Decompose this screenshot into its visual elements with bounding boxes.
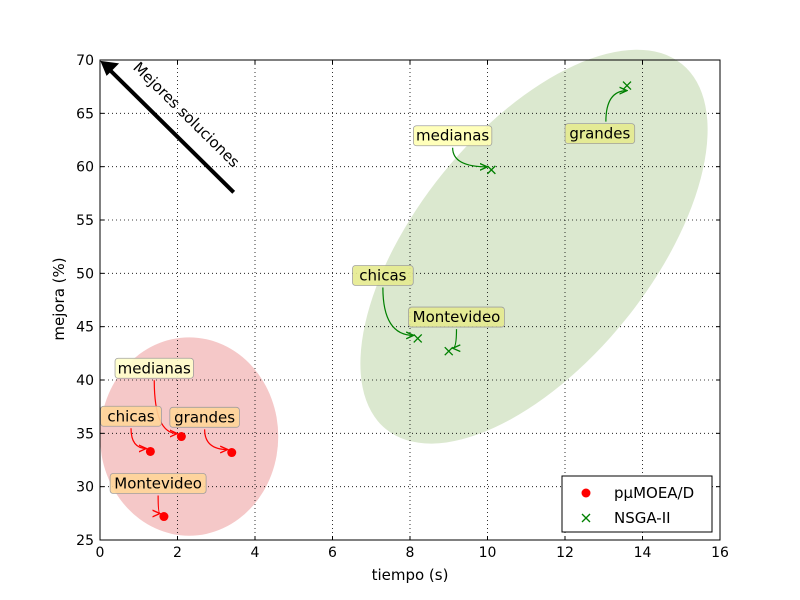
point-s0-1 [176,432,186,442]
label-arrow-1 [130,428,146,448]
y-axis-label: mejora (%) [50,257,68,340]
point-x-stroke-b [622,81,632,91]
legend-label-1: NSGA-II [614,509,671,527]
label-arrow-4 [158,495,160,513]
point-s0-3 [159,512,169,522]
legend-label-0: pμMOEA/D [614,484,694,502]
label-text-3: grandes [174,408,235,426]
label-box-3 [169,406,240,428]
y-tick-label: 60 [76,160,94,176]
label-text-7: grandes [569,125,630,143]
x-tick-label: 14 [634,545,652,561]
best-arrow-head [100,60,120,76]
best-solutions-annotation: Mejores soluciones [100,58,243,194]
point-x-stroke-b [413,333,423,343]
y-tick-label: 45 [76,320,94,336]
x-tick-label: 2 [173,545,182,561]
legend-x-b [581,513,591,523]
label-arrow-7 [605,91,627,122]
x-tick-label: 0 [96,545,105,561]
x-axis-label: tiempo (s) [372,566,449,584]
label-box-8 [408,306,505,328]
region-ellipse-2 [360,49,708,444]
label-box-5 [352,265,414,286]
y-tick-label: 55 [76,213,94,229]
label-box-4 [109,473,207,494]
legend-box [561,475,713,533]
label-arrow-6 [452,147,488,167]
point-s1-2 [622,81,632,91]
best-arrow-shaft [106,66,236,194]
best-arrow-text: Mejores soluciones [129,58,243,171]
label-text-5: chicas [359,266,406,284]
y-tick-label: 25 [76,533,94,549]
label-arrow-8 [453,329,457,348]
label-box-7 [564,123,636,144]
x-tick-label: 8 [406,545,415,561]
axis-ticks: 0 2 4 6 8 10 12 14 16 25 30 35 40 45 50 55 60 65 70 [76,53,729,561]
y-tick-label: 40 [76,373,94,389]
point-x-stroke-b [486,165,496,175]
x-tick-label: 10 [479,545,497,561]
point-labels: chicas medianas grandes Montevideo chicas med… [100,123,636,494]
x-tick-label: 16 [711,545,729,561]
annotation-arrows [130,91,627,514]
label-box-1 [100,405,162,427]
x-tick-label: 12 [556,545,574,561]
label-text-8: Montevideo [413,308,501,326]
point-x-stroke-b [444,346,454,356]
label-text-1: chicas [107,407,154,425]
y-tick-label: 70 [76,53,94,69]
legend-marker-0 [581,488,591,498]
data-points [145,81,632,522]
point-s1-0 [413,333,423,343]
y-tick-label: 65 [76,106,94,122]
y-tick-label: 35 [76,426,94,442]
point-s0-2 [227,448,237,458]
label-text-6: medianas [416,127,489,145]
label-box-6 [413,125,493,147]
x-tick-label: 6 [328,545,337,561]
label-box-2 [114,357,194,379]
legend-marker-1 [581,513,591,523]
cluster-regions [100,49,708,536]
y-tick-label: 50 [76,266,94,282]
plot-frame [99,59,721,541]
label-arrow-5 [382,287,414,335]
label-text-4: Montevideo [114,474,202,492]
y-tick-label: 30 [76,480,94,496]
x-tick-label: 4 [251,545,260,561]
point-s1-3 [444,346,454,356]
point-s1-1 [486,165,496,175]
point-s0-0 [145,446,155,456]
legend: pμMOEA/D NSGA-II [561,475,713,533]
label-arrow-3 [204,429,228,449]
label-text-2: medianas [118,359,191,377]
